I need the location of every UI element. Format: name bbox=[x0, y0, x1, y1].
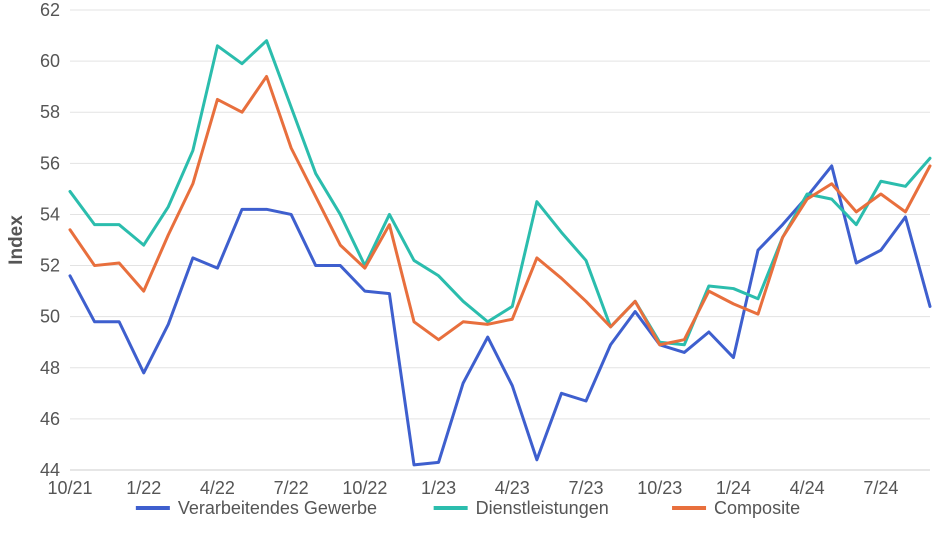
y-tick-label: 44 bbox=[40, 460, 60, 480]
x-tick-label: 4/23 bbox=[495, 478, 530, 498]
y-tick-label: 56 bbox=[40, 153, 60, 173]
x-tick-label: 1/22 bbox=[126, 478, 161, 498]
y-tick-label: 58 bbox=[40, 102, 60, 122]
x-tick-label: 10/22 bbox=[342, 478, 387, 498]
x-tick-label: 7/24 bbox=[863, 478, 898, 498]
legend-swatch bbox=[136, 506, 170, 510]
y-tick-label: 46 bbox=[40, 409, 60, 429]
x-tick-label: 4/24 bbox=[790, 478, 825, 498]
x-tick-label: 10/23 bbox=[637, 478, 682, 498]
y-tick-label: 52 bbox=[40, 256, 60, 276]
y-axis-title: Index bbox=[6, 215, 27, 265]
chart-container: 44 46 48 50 52 54 56 58 60 62 Index 10/21 1/22 4/22 7/… bbox=[0, 0, 939, 536]
y-tick-label: 54 bbox=[40, 204, 60, 224]
legend-swatch bbox=[672, 506, 706, 510]
y-tick-label: 62 bbox=[40, 0, 60, 20]
x-tick-label: 10/21 bbox=[47, 478, 92, 498]
legend-label: Composite bbox=[714, 498, 800, 518]
legend-label: Dienstleistungen bbox=[476, 498, 609, 518]
x-tick-label: 1/24 bbox=[716, 478, 751, 498]
legend-swatch bbox=[434, 506, 468, 510]
y-tick-label: 50 bbox=[40, 307, 60, 327]
x-tick-label: 4/22 bbox=[200, 478, 235, 498]
line-chart: 44 46 48 50 52 54 56 58 60 62 Index 10/21 1/22 4/22 7/… bbox=[0, 0, 939, 536]
y-tick-label: 48 bbox=[40, 358, 60, 378]
x-tick-label: 1/23 bbox=[421, 478, 456, 498]
y-tick-label: 60 bbox=[40, 51, 60, 71]
x-tick-label: 7/22 bbox=[274, 478, 309, 498]
legend-label: Verarbeitendes Gewerbe bbox=[178, 498, 377, 518]
x-tick-label: 7/23 bbox=[568, 478, 603, 498]
